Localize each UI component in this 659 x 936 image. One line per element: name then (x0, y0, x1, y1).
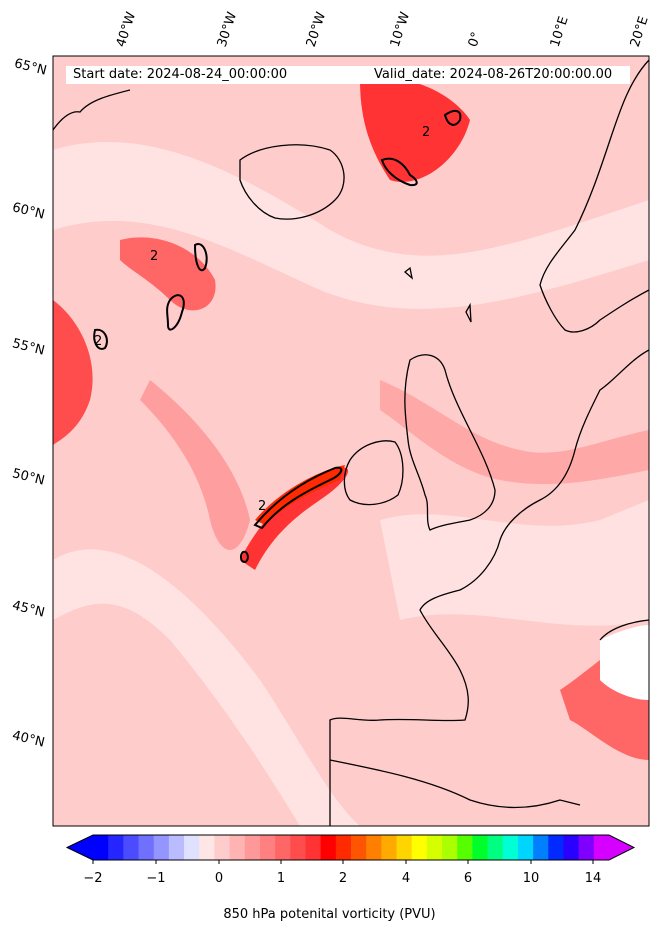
contour-label: 2 (94, 334, 102, 349)
colorbar-swatch (259, 835, 276, 860)
colorbar-swatch (305, 835, 322, 860)
colorbar-swatch (290, 835, 306, 860)
colorbar-swatch (153, 835, 170, 860)
map-frame (52, 55, 650, 827)
colorbar-swatch (244, 835, 261, 860)
colorbar-swatch (229, 835, 246, 860)
colorbar-tick-label: 10 (522, 871, 540, 886)
colorbar-swatch (533, 835, 549, 860)
colorbar-swatch (199, 835, 215, 860)
colorbar-swatch (123, 835, 140, 860)
colorbar-swatch (517, 835, 534, 860)
colorbar-swatch (275, 835, 291, 860)
contour-label: 2 (422, 125, 430, 140)
colorbar-swatch (457, 835, 473, 860)
colorbar-swatch (366, 835, 382, 860)
valid-date-label: Valid_date: 2024-08-26T20:00:00.00 (374, 67, 613, 82)
colorbar-swatch (578, 835, 595, 860)
pv-contours (93, 109, 462, 564)
colorbar-swatch (442, 835, 458, 860)
colorbar-extend-max (609, 835, 634, 860)
pv-band-west (53, 300, 93, 445)
colorbar-swatch (548, 835, 564, 860)
colorbar-swatch (184, 835, 200, 860)
header-strip (66, 66, 630, 84)
colorbar-swatch (426, 835, 443, 860)
colorbar-swatch (563, 835, 580, 860)
colorbar-swatch (335, 835, 352, 860)
colorbar-extend-min (67, 835, 93, 860)
colorbar-title: 850 hPa potenital vorticity (PVU) (223, 907, 436, 922)
colorbar-tick-label: 2 (338, 871, 348, 886)
colorbar-swatch (502, 835, 519, 860)
contour-label: 2 (258, 499, 266, 514)
colorbar-swatch (593, 835, 610, 860)
colorbar-swatch (138, 835, 155, 860)
colorbar-swatch (351, 835, 367, 860)
start-date-label: Start date: 2024-08-24_00:00:00 (73, 67, 288, 82)
colorbar-swatch (108, 835, 124, 860)
colorbar-swatch (320, 835, 337, 860)
colorbar-swatch (93, 835, 109, 860)
colorbar (65, 834, 636, 864)
colorbar-tick-label: −1 (146, 871, 166, 886)
colorbar-swatch (381, 835, 398, 860)
colorbar-swatch (411, 835, 428, 860)
contour-label: 2 (150, 249, 158, 264)
pv-band-central (240, 467, 349, 570)
colorbar-swatch (472, 835, 489, 860)
colorbar-tick-label: 1 (276, 871, 286, 886)
colorbar-tick-label: 0 (214, 871, 224, 886)
colorbar-tick-label: 6 (463, 871, 473, 886)
coastlines (53, 59, 649, 826)
colorbar-swatch (487, 835, 504, 860)
colorbar-swatch (168, 835, 185, 860)
colorbar-tick-label: −2 (83, 871, 103, 886)
colorbar-tick-label: 14 (584, 871, 602, 886)
colorbar-swatch (396, 835, 413, 860)
colorbar-swatch (214, 835, 231, 860)
pv-band-north (360, 77, 470, 182)
colorbar-tick-label: 4 (401, 871, 411, 886)
